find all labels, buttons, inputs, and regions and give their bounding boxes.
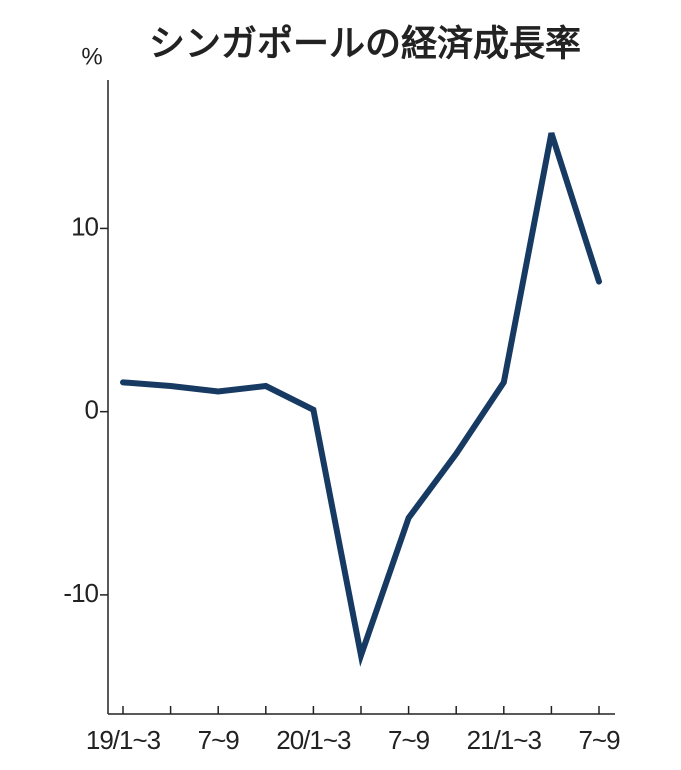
x-tick-label: 7~9 [578, 725, 620, 755]
x-tick-label: 19/1~3 [86, 725, 161, 755]
x-tick-label: 7~9 [198, 725, 240, 755]
y-unit: % [81, 43, 102, 70]
chart-title: シンガポールの経済成長率 [149, 23, 581, 64]
x-tick-label: 21/1~3 [467, 725, 542, 755]
data-line [120, 132, 602, 667]
y-tick-label: 0 [85, 395, 99, 425]
y-tick-label: -10 [63, 578, 98, 608]
x-tick-label: 20/1~3 [276, 725, 351, 755]
y-tick-label: 10 [71, 211, 98, 241]
x-tick-label: 7~9 [388, 725, 430, 755]
